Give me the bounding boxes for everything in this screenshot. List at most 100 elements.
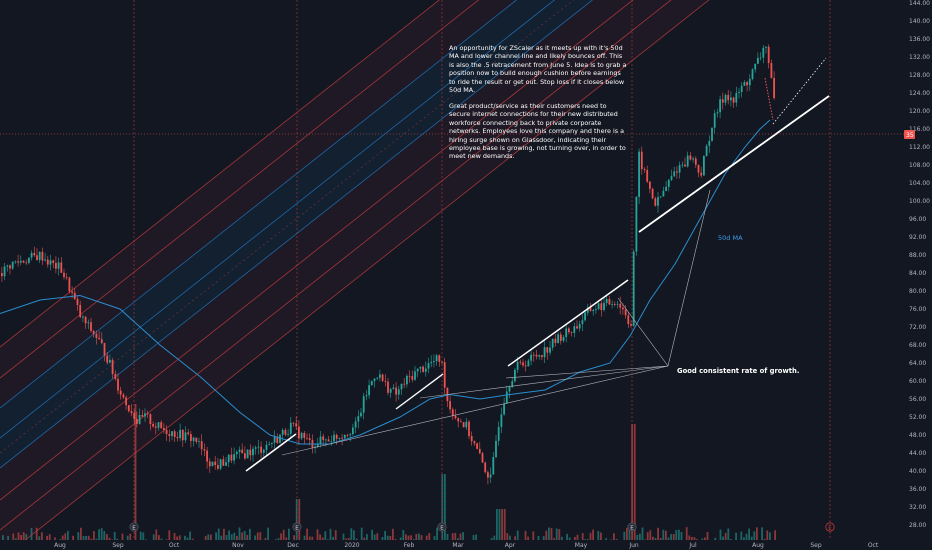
volume-bar bbox=[761, 527, 763, 549]
candle-body bbox=[292, 422, 295, 424]
candle bbox=[705, 144, 708, 157]
candle-body bbox=[306, 437, 308, 439]
candle bbox=[549, 340, 551, 356]
candle bbox=[136, 411, 138, 428]
volume-bar bbox=[748, 528, 750, 549]
candle-body bbox=[60, 262, 63, 273]
candle-body bbox=[508, 386, 511, 392]
candle-body bbox=[676, 171, 678, 173]
candle bbox=[346, 433, 349, 438]
candle bbox=[649, 181, 651, 194]
price-tick-label: 88.00 bbox=[909, 252, 926, 259]
candle bbox=[122, 392, 125, 400]
candle bbox=[622, 303, 624, 315]
candle-body bbox=[225, 462, 227, 466]
candle bbox=[611, 300, 613, 309]
candle-body bbox=[684, 164, 686, 167]
time-tick-label: Mar bbox=[452, 542, 464, 549]
candle-body bbox=[519, 361, 522, 363]
time-axis[interactable]: Aug Sep Oct Nov Dec 2020 Feb Mar Apr May Jun Jul Aug… bbox=[0, 540, 905, 550]
candle-body bbox=[36, 255, 38, 260]
volume-bar bbox=[444, 474, 446, 549]
idea-note: An opportunity for ZScaler as it meets u… bbox=[449, 44, 627, 168]
candle bbox=[692, 156, 694, 163]
volume-bar bbox=[498, 509, 501, 549]
volume-bar bbox=[524, 530, 527, 549]
candle bbox=[460, 418, 462, 423]
candle bbox=[508, 385, 511, 399]
candle bbox=[335, 433, 338, 445]
candle-body bbox=[430, 362, 433, 364]
candle-body bbox=[576, 326, 578, 329]
candle bbox=[141, 410, 144, 417]
candle bbox=[279, 433, 281, 444]
candle bbox=[500, 407, 503, 434]
candle bbox=[316, 437, 319, 449]
volume-bar bbox=[678, 529, 680, 549]
growth-arrow bbox=[419, 365, 669, 399]
candle-body bbox=[568, 328, 570, 333]
candle bbox=[173, 429, 176, 443]
candle-body bbox=[346, 434, 349, 436]
candle-body bbox=[6, 265, 9, 267]
price-tick-label: 44.00 bbox=[909, 450, 926, 457]
candle bbox=[327, 436, 330, 442]
candle-body bbox=[646, 169, 649, 182]
candle-body bbox=[638, 151, 640, 197]
candle bbox=[303, 431, 306, 445]
candle bbox=[514, 367, 516, 383]
volume-bar bbox=[727, 528, 730, 549]
growth-arrow bbox=[617, 297, 669, 367]
candle-body bbox=[627, 315, 630, 325]
candle-body bbox=[262, 449, 265, 453]
candle bbox=[130, 404, 133, 417]
candle bbox=[373, 378, 376, 388]
candle-body bbox=[624, 309, 627, 316]
time-tick-label: Sep bbox=[810, 542, 822, 549]
candle-body bbox=[397, 389, 400, 395]
candle-body bbox=[1, 273, 3, 277]
candle-body bbox=[203, 449, 206, 451]
candle bbox=[438, 354, 441, 367]
candle-body bbox=[352, 427, 354, 435]
candle-body bbox=[751, 69, 754, 80]
candle-body bbox=[773, 77, 775, 99]
volume-bar bbox=[306, 528, 308, 549]
candle bbox=[740, 82, 743, 98]
price-axis[interactable]: 144.00 140.00 136.00 132.00 128.00 124.00 120.… bbox=[904, 0, 932, 550]
candle-body bbox=[387, 381, 389, 393]
candle bbox=[28, 257, 30, 265]
candle bbox=[273, 430, 276, 449]
candle-body bbox=[365, 395, 368, 397]
price-tick-label: 40.00 bbox=[909, 468, 926, 475]
candle bbox=[349, 432, 352, 442]
candle-body bbox=[746, 82, 748, 86]
volume-bar bbox=[243, 530, 246, 549]
earnings-vlines bbox=[133, 0, 831, 540]
candle-body bbox=[176, 437, 179, 439]
candle bbox=[570, 331, 573, 337]
candle-body bbox=[376, 377, 379, 379]
candle-body bbox=[662, 190, 665, 197]
channel-line bbox=[0, 0, 594, 469]
candle-body bbox=[757, 58, 759, 64]
volume-bar bbox=[371, 529, 373, 549]
candle-body bbox=[735, 92, 738, 103]
candle-body bbox=[217, 465, 219, 469]
candle bbox=[362, 392, 365, 420]
candle-body bbox=[287, 433, 289, 435]
time-tick-label: Jul bbox=[688, 542, 697, 549]
candle bbox=[578, 320, 581, 332]
candle bbox=[546, 347, 549, 360]
candle-body bbox=[22, 260, 25, 263]
candle bbox=[403, 378, 406, 389]
candle bbox=[233, 447, 235, 465]
candle bbox=[721, 92, 724, 110]
candle-body bbox=[25, 262, 28, 264]
candle-body bbox=[635, 196, 638, 252]
candle-body bbox=[470, 436, 473, 442]
candle bbox=[276, 433, 279, 445]
candle bbox=[133, 409, 136, 425]
price-tick-label: 96.00 bbox=[909, 216, 926, 223]
